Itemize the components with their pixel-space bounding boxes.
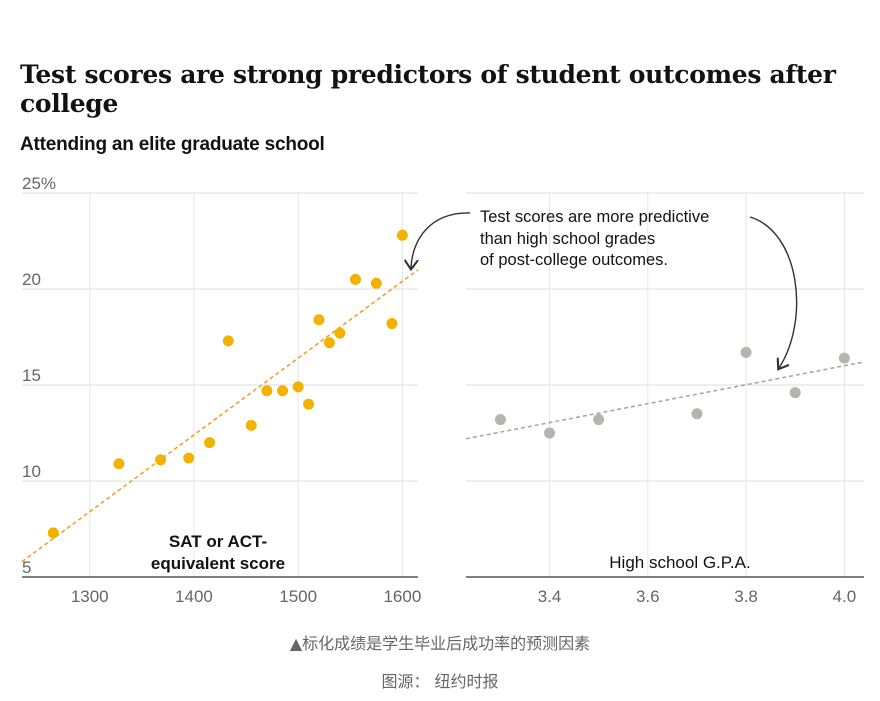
left-data-point: [204, 437, 216, 449]
right-data-point: [544, 427, 556, 439]
left-trendline: [21, 269, 419, 563]
right-x-axis-label: High school G.P.A.: [609, 553, 750, 572]
y-tick-label: 5: [22, 558, 31, 577]
right-x-tick-label: 4.0: [833, 587, 857, 606]
left-x-axis-label: equivalent score: [151, 554, 285, 573]
annotation-line-2: than high school grades: [480, 230, 655, 248]
annotation-arrow-right: [749, 216, 798, 368]
left-x-tick-label: 1600: [383, 587, 421, 606]
y-tick-label: 20: [22, 270, 41, 289]
left-data-point: [370, 277, 382, 289]
right-chart-panel: 3.4 3.6 3.8 4.0 High school G.P.A.: [465, 192, 865, 606]
figure-caption: ▲标化成绩是学生毕业后成功率的预测因素: [289, 634, 591, 653]
left-data-point: [323, 337, 335, 349]
left-data-point: [245, 419, 257, 431]
left-data-point: [396, 229, 408, 241]
left-data-point: [334, 327, 346, 339]
figure-source: 图源： 纽约时报: [381, 672, 499, 691]
left-chart-panel: 1300 1400 1500 1600 5 10 15 20 25% SAT or ACT-equ…: [21, 174, 421, 606]
chart-subtitle: Attending an elite graduate school: [20, 134, 325, 155]
left-data-point: [183, 452, 195, 464]
annotation: Test scores are more predictive than hig…: [411, 208, 798, 368]
annotation-line-3: of post-college outcomes.: [480, 251, 668, 269]
y-tick-label: 15: [22, 366, 41, 385]
left-data-point: [292, 381, 304, 393]
right-data-point: [494, 414, 506, 426]
left-x-axis-label: SAT or ACT-: [169, 532, 267, 551]
left-data-point: [386, 318, 398, 330]
left-x-tick-label: 1300: [71, 587, 109, 606]
y-tick-label: 10: [22, 462, 41, 481]
left-data-point: [313, 314, 325, 326]
left-data-point: [47, 527, 59, 539]
left-data-point: [155, 454, 167, 466]
right-x-tick-label: 3.8: [734, 587, 758, 606]
left-data-point: [261, 385, 273, 397]
left-data-point: [349, 273, 361, 285]
left-data-point: [222, 335, 234, 347]
right-x-tick-label: 3.4: [538, 587, 562, 606]
right-data-point: [691, 408, 703, 420]
left-x-tick-label: 1400: [175, 587, 213, 606]
right-data-point: [593, 414, 605, 426]
right-trendline: [465, 361, 865, 440]
right-data-point: [838, 352, 850, 364]
right-data-point: [740, 346, 752, 358]
right-data-point: [789, 387, 801, 399]
left-data-point: [303, 398, 315, 410]
left-x-tick-label: 1500: [279, 587, 317, 606]
annotation-line-1: Test scores are more predictive: [480, 208, 709, 226]
left-data-point: [277, 385, 289, 397]
y-tick-label: 25%: [22, 174, 56, 193]
annotation-arrow-left: [411, 212, 471, 268]
chart-title: Test scores are strong predictors of stu…: [20, 60, 836, 118]
left-data-point: [113, 458, 125, 470]
right-x-tick-label: 3.6: [636, 587, 660, 606]
